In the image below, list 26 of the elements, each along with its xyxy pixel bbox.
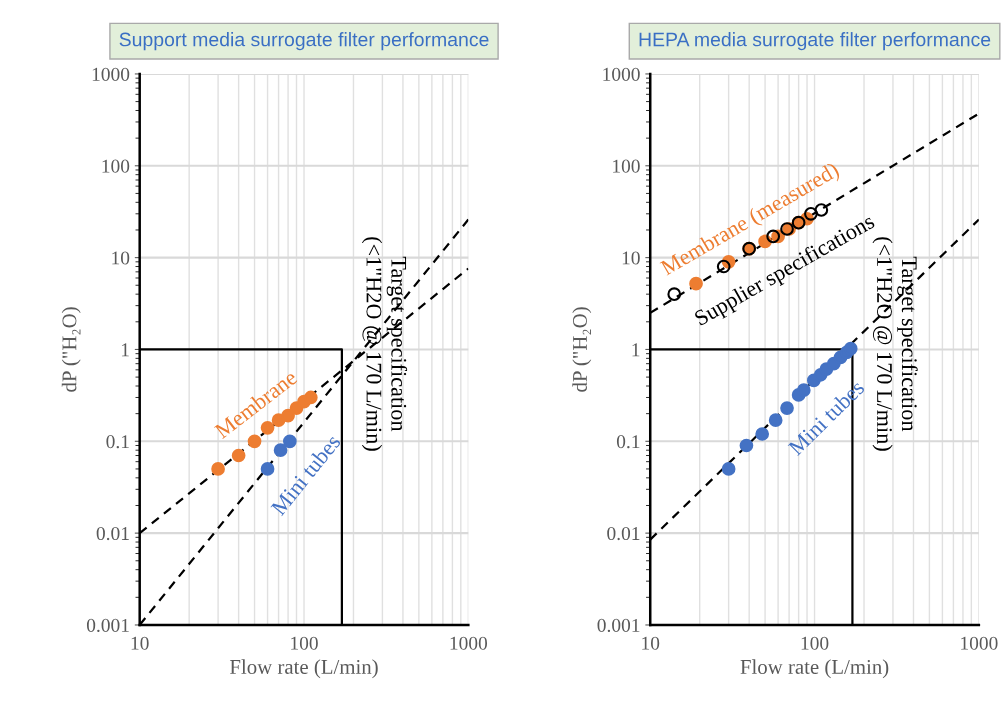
y-tick-label: 1000 [92, 67, 130, 81]
y-axis-title: dP ("H₂O) [61, 307, 81, 392]
y-tick-label: 0.001 [86, 618, 129, 632]
y-tick-label: 0.1 [106, 435, 129, 449]
x-tick-label: 10 [131, 636, 149, 650]
x-tick-label: 100 [291, 636, 318, 650]
x-axis-title: Flow rate (L/min) [740, 659, 889, 679]
chart-title: Support media surrogate filter performance [119, 32, 489, 51]
x-tick-label: 1000 [961, 636, 998, 650]
y-axis-title: dP ("H₂O) [572, 307, 592, 392]
y-tick-label: 0.1 [616, 435, 640, 449]
y-tick-label: 10 [622, 251, 640, 265]
y-tick-label: 1 [121, 343, 129, 357]
y-tick-label: 10 [112, 251, 130, 265]
x-axis-title: Flow rate (L/min) [229, 659, 378, 679]
x-tick-label: 10 [642, 636, 660, 650]
y-tick-label: 0.01 [96, 526, 129, 541]
y-tick-label: 0.01 [607, 526, 640, 541]
x-tick-label: 100 [801, 636, 829, 650]
y-tick-label: 1000 [603, 67, 640, 81]
chart-title: HEPA media surrogate filter performance [639, 32, 991, 51]
y-tick-label: 0.001 [597, 618, 640, 632]
x-tick-label: 1000 [450, 636, 488, 650]
y-tick-label: 100 [102, 159, 130, 173]
y-tick-label: 1 [632, 343, 640, 357]
y-tick-label: 100 [613, 159, 640, 173]
